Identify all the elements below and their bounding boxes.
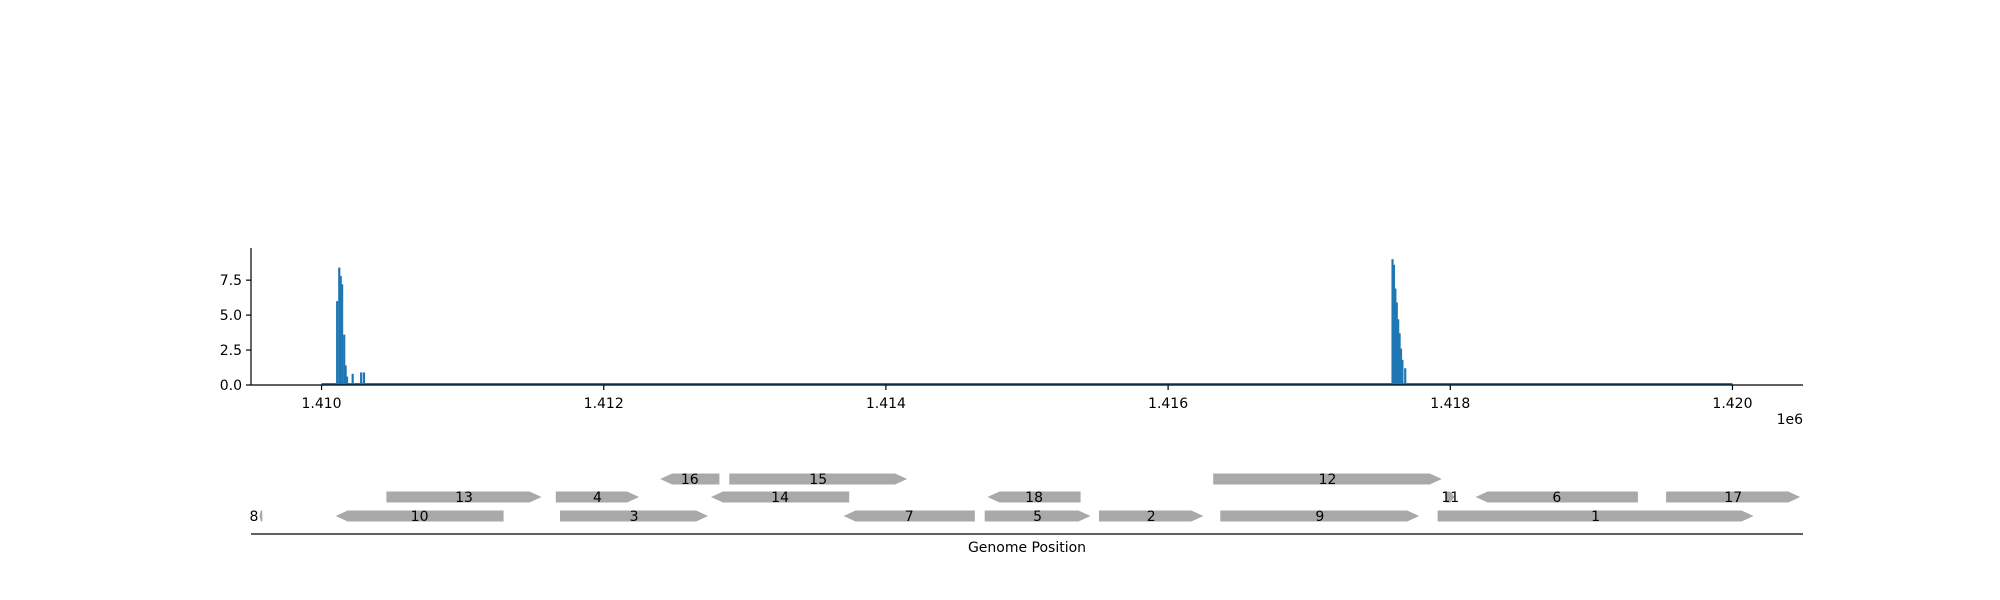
y-tick-label: 7.5 — [220, 273, 242, 289]
gene-label: 8 — [250, 509, 259, 525]
y-axis-ticks: 0.0 2.5 5.0 7.5 — [220, 273, 251, 394]
y-tick-label: 0.0 — [220, 378, 242, 394]
coverage-bars — [336, 259, 1407, 385]
gene-arrow — [1475, 491, 1638, 503]
coverage-bar — [1391, 259, 1394, 385]
coverage-bar — [360, 372, 363, 385]
coverage-bar — [339, 275, 342, 385]
x-tick-label: 1.418 — [1430, 396, 1470, 412]
gene-arrow — [987, 491, 1081, 503]
gene-arrow — [843, 510, 975, 522]
coverage-bar — [338, 267, 341, 385]
gene-arrow — [984, 510, 1091, 522]
coverage-bar — [1392, 264, 1396, 385]
x-tick-label: 1.420 — [1712, 396, 1752, 412]
coverage-bar — [351, 373, 354, 385]
gene-map: 8 10 3 7 5 2 9 1 13 4 14 18 11 6 17 16 15 12 Genome Posit… — [250, 472, 1803, 556]
gene-label: 6 — [1552, 490, 1561, 506]
gene-arrow — [1220, 510, 1420, 522]
coverage-bar — [1397, 319, 1400, 385]
gene-label: 7 — [905, 509, 914, 525]
gene-label: 4 — [593, 490, 602, 506]
gene-arrow — [1099, 510, 1204, 522]
gene-label: 10 — [411, 509, 429, 525]
gene-arrow — [259, 510, 263, 522]
coverage-bar — [1398, 333, 1401, 385]
gene-arrow — [660, 473, 720, 485]
gene-label: 3 — [630, 509, 639, 525]
gene-arrow — [555, 491, 639, 503]
coverage-bar — [1401, 359, 1404, 385]
x-tick-label: 1.410 — [301, 396, 341, 412]
gene-arrow — [386, 491, 542, 503]
x-axis-ticks: 1.410 1.412 1.414 1.416 1.418 1.420 — [301, 385, 1753, 412]
coverage-bar — [336, 301, 339, 385]
x-tick-label: 1.416 — [1148, 396, 1188, 412]
gene-label: 15 — [809, 472, 827, 488]
coverage-bar — [1399, 348, 1403, 385]
y-tick-label: 5.0 — [220, 308, 242, 324]
coverage-bar — [343, 334, 346, 385]
x-axis-offset-label: 1e6 — [1777, 412, 1804, 428]
gene-label: 11 — [1441, 490, 1459, 506]
gene-label: 12 — [1319, 472, 1337, 488]
gene-label: 18 — [1025, 490, 1043, 506]
gene-arrow — [711, 491, 850, 503]
coverage-bar — [1394, 288, 1397, 385]
coverage-bar — [345, 376, 349, 385]
x-tick-label: 1.412 — [584, 396, 624, 412]
gene-map-xlabel: Genome Position — [968, 540, 1086, 556]
gene-arrow — [1213, 473, 1442, 485]
coverage-bar — [362, 372, 366, 385]
gene-arrow — [335, 510, 504, 522]
gene-label: 2 — [1147, 509, 1156, 525]
coverage-bar — [344, 365, 347, 385]
coverage-plot: 0.02.55.07.5 1.410 1.412 1.414 1.416 1.418 1.… — [220, 248, 1803, 428]
gene-label: 5 — [1033, 509, 1042, 525]
gene-arrow — [560, 510, 709, 522]
gene-label: 16 — [681, 472, 699, 488]
coverage-bar — [341, 284, 344, 385]
coverage-bar — [1404, 368, 1407, 385]
gene-arrow — [1446, 491, 1455, 503]
coverage-bar — [1395, 302, 1398, 385]
y-tick-label: 2.5 — [220, 343, 242, 359]
gene-arrows: 8 10 3 7 5 2 9 1 13 4 14 18 11 6 17 16 15 12 — [250, 472, 1801, 525]
gene-label: 13 — [455, 490, 473, 506]
gene-label: 17 — [1724, 490, 1742, 506]
gene-label: 1 — [1591, 509, 1600, 525]
gene-arrow — [1437, 510, 1754, 522]
gene-arrow — [729, 473, 908, 485]
x-tick-label: 1.414 — [866, 396, 906, 412]
gene-label: 9 — [1315, 509, 1324, 525]
gene-arrow — [1666, 491, 1801, 503]
gene-label: 14 — [771, 490, 789, 506]
